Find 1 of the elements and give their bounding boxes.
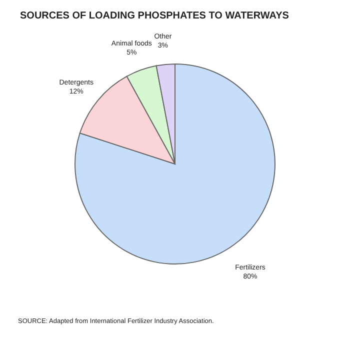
chart-title: SOURCES OF LOADING PHOSPHATES TO WATERWAYS — [20, 10, 290, 22]
